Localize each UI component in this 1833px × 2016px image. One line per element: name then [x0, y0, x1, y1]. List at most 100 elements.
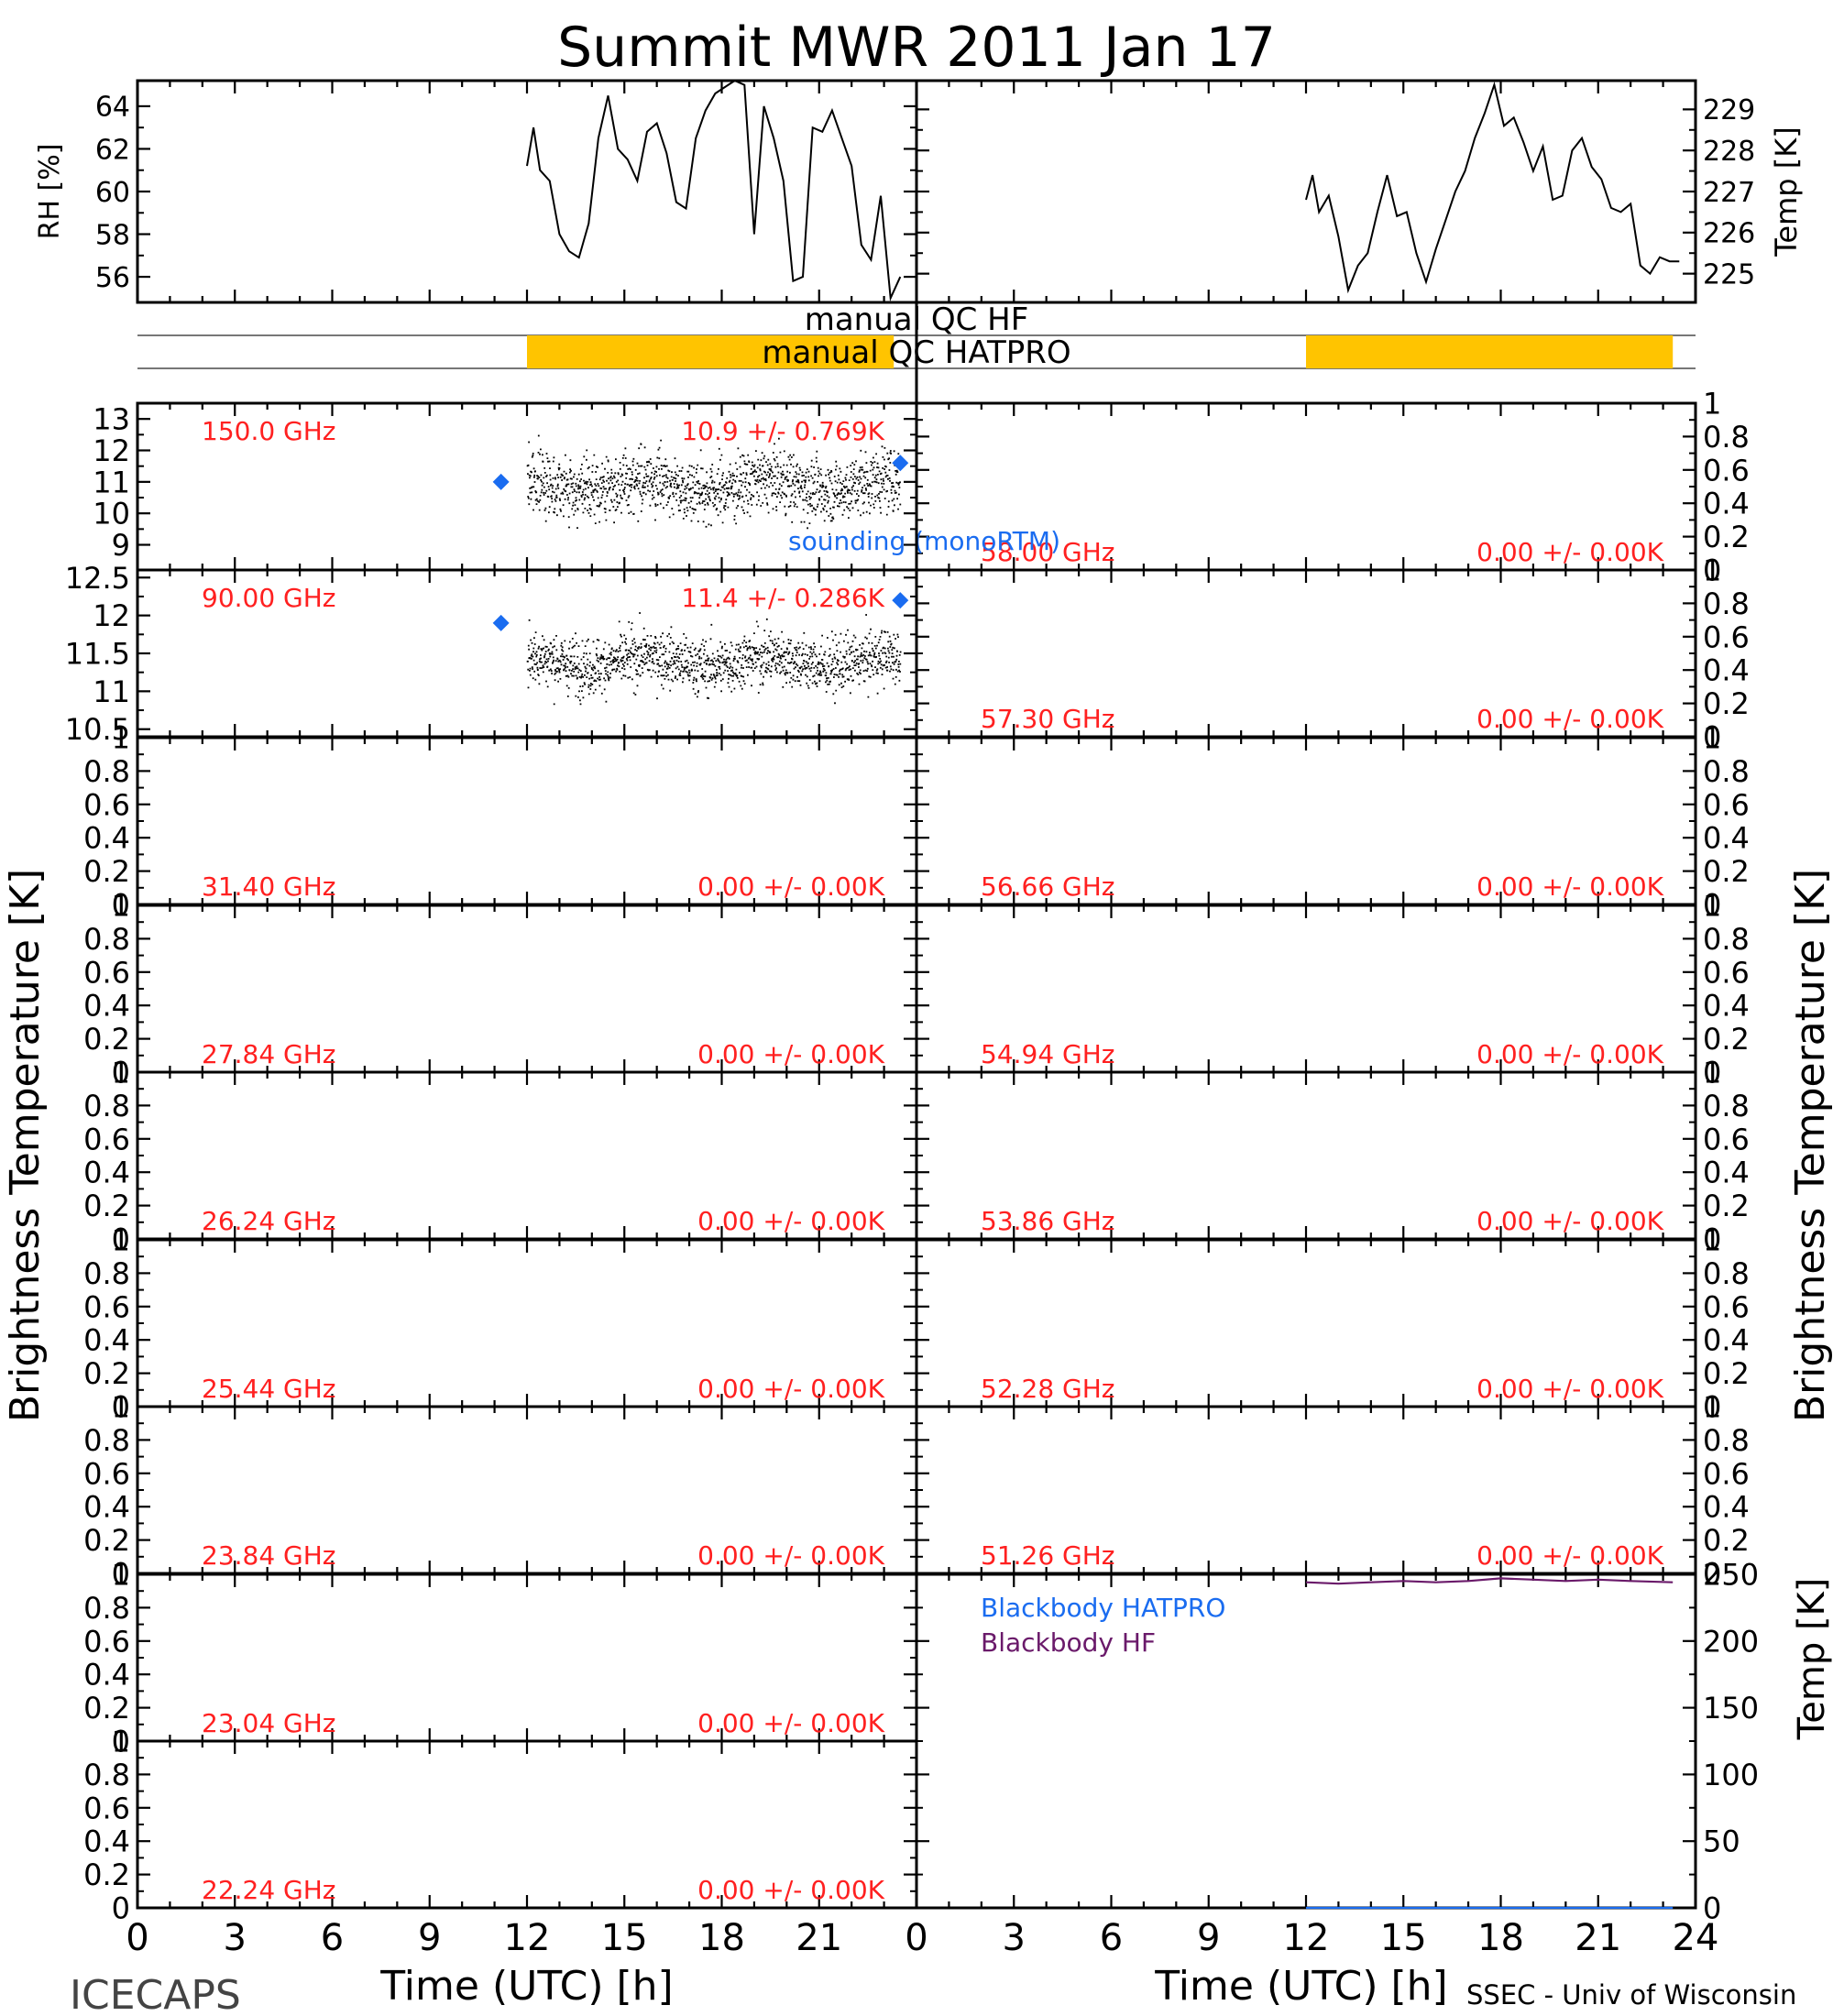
y-tick-label-tb_2784-0: 0 — [112, 1056, 130, 1090]
stat-label-tb_5666: 0.00 +/- 0.00K — [1476, 871, 1663, 902]
y-tick-label-tb_5800-1: 0.2 — [1703, 520, 1750, 554]
y-tick-label-tb_5494-4: 0.8 — [1703, 922, 1750, 957]
y-tick-label-tb_2544-4: 0.8 — [83, 1256, 130, 1291]
y-tick-label-tb_2624-0: 0 — [112, 1222, 130, 1257]
y-tick-label-tb_5228-3: 0.6 — [1703, 1289, 1750, 1324]
x-tick-label-left-3: 9 — [418, 1917, 441, 1959]
y-tick-label-tb_2304-0: 0 — [112, 1725, 130, 1759]
y-tick-label-tb_2624-1: 0.2 — [83, 1189, 130, 1223]
y-tick-label-air_temp-0: 225 — [1703, 258, 1755, 290]
x-tick-label-right-3: 9 — [1197, 1917, 1220, 1959]
sounding-marker-tb_150-1 — [892, 455, 909, 472]
data-cloud-tb_150 — [526, 434, 902, 535]
y-tick-label-tb_5666-1: 0.2 — [1703, 854, 1750, 889]
data-cloud-tb_90 — [526, 612, 902, 706]
y-tick-label-tb_5494-1: 0.2 — [1703, 1022, 1750, 1057]
stat-label-tb_5228: 0.00 +/- 0.00K — [1476, 1374, 1663, 1404]
y-tick-label-tb_2784-2: 0.4 — [83, 989, 130, 1024]
y-tick-label-tb_5800-0: 0 — [1703, 553, 1721, 588]
y-tick-label-tb_2544-2: 0.4 — [83, 1323, 130, 1358]
y-tick-label-tb_5800-5: 1 — [1703, 387, 1721, 422]
y-tick-label-tb_150-2: 11 — [93, 465, 130, 499]
y-tick-label-tb_2544-3: 0.6 — [83, 1289, 130, 1324]
y-tick-label-rh-2: 60 — [95, 177, 130, 209]
y-tick-label-tb_90-3: 12 — [93, 598, 130, 633]
air-temp-ylabel: Temp [K] — [1769, 126, 1804, 257]
y-tick-label-tb_2384-3: 0.6 — [83, 1456, 130, 1491]
y-tick-label-tb_5666-0: 0 — [1703, 888, 1721, 923]
y-tick-label-tb_2304-5: 1 — [112, 1558, 130, 1593]
y-tick-label-tb_2624-4: 0.8 — [83, 1089, 130, 1123]
x-tick-label-left-2: 6 — [321, 1917, 344, 1959]
y-tick-label-tb_5386-2: 0.4 — [1703, 1156, 1750, 1190]
y-tick-label-blackbody-1: 50 — [1703, 1824, 1740, 1859]
y-tick-label-air_temp-1: 226 — [1703, 218, 1755, 250]
x-tick-label-left-7: 21 — [796, 1917, 842, 1959]
freq-label-tb_5800: 58.00 GHz — [981, 537, 1115, 567]
y-tick-label-tb_5730-2: 0.4 — [1703, 653, 1750, 688]
y-tick-label-blackbody-2: 100 — [1703, 1758, 1759, 1792]
y-tick-label-tb_2304-3: 0.6 — [83, 1624, 130, 1659]
y-tick-label-tb_5126-5: 1 — [1703, 1390, 1721, 1425]
y-tick-label-tb_5666-2: 0.4 — [1703, 821, 1750, 856]
y-tick-label-tb_5126-4: 0.8 — [1703, 1423, 1750, 1458]
y-tick-label-tb_5126-1: 0.2 — [1703, 1523, 1750, 1558]
y-tick-label-tb_5228-0: 0 — [1703, 1390, 1721, 1425]
y-tick-label-tb_2784-5: 1 — [112, 889, 130, 924]
y-tick-label-tb_3140-0: 0 — [112, 888, 130, 923]
x-tick-label-right-0: 0 — [905, 1917, 927, 1959]
y-tick-label-tb_2224-3: 0.6 — [83, 1791, 130, 1825]
y-tick-label-tb_5666-3: 0.6 — [1703, 787, 1750, 822]
y-tick-label-tb_5126-0: 0 — [1703, 1557, 1721, 1592]
y-tick-label-rh-3: 62 — [95, 134, 130, 166]
stat-label-tb_2624: 0.00 +/- 0.00K — [697, 1206, 884, 1236]
y-tick-label-tb_2544-5: 1 — [112, 1223, 130, 1258]
y-tick-label-tb_2544-1: 0.2 — [83, 1356, 130, 1391]
x-axis-title-right: Time (UTC) [h] — [1154, 1963, 1447, 2010]
y-tick-label-tb_2784-3: 0.6 — [83, 955, 130, 990]
sounding-marker-tb_90-1 — [892, 592, 909, 609]
sounding-label: sounding (monoRTM) — [788, 526, 1060, 556]
x-tick-label-left-4: 12 — [504, 1917, 551, 1959]
air-temp-series-line — [1305, 81, 1680, 294]
stat-label-tb_90: 11.4 +/- 0.286K — [681, 583, 884, 613]
stat-label-tb_2304: 0.00 +/- 0.00K — [697, 1708, 884, 1738]
y-tick-label-tb_2304-1: 0.2 — [83, 1691, 130, 1726]
y-tick-label-tb_90-4: 12.5 — [65, 561, 130, 596]
blackbody-legend-0: Blackbody HATPRO — [981, 1593, 1225, 1623]
freq-label-tb_2544: 25.44 GHz — [202, 1374, 336, 1404]
y-tick-label-tb_2224-0: 0 — [112, 1891, 130, 1926]
freq-label-tb_5494: 54.94 GHz — [981, 1039, 1115, 1069]
y-tick-label-tb_2624-3: 0.6 — [83, 1122, 130, 1156]
y-tick-label-tb_2784-4: 0.8 — [83, 922, 130, 957]
y-tick-label-tb_5386-1: 0.2 — [1703, 1189, 1750, 1223]
stat-label-tb_2784: 0.00 +/- 0.00K — [697, 1039, 884, 1069]
y-tick-label-tb_2224-1: 0.2 — [83, 1857, 130, 1892]
y-tick-label-tb_150-1: 10 — [93, 497, 130, 531]
y-tick-label-tb_90-1: 11 — [93, 674, 130, 709]
y-tick-label-tb_5386-3: 0.6 — [1703, 1122, 1750, 1156]
freq-label-tb_2384: 23.84 GHz — [202, 1540, 336, 1571]
x-tick-label-left-0: 0 — [126, 1917, 148, 1959]
stat-label-tb_2224: 0.00 +/- 0.00K — [697, 1875, 884, 1905]
stat-label-tb_5386: 0.00 +/- 0.00K — [1476, 1206, 1663, 1236]
rh-series-line — [526, 79, 902, 302]
y-tick-label-tb_5494-2: 0.4 — [1703, 989, 1750, 1024]
freq-label-tb_5666: 56.66 GHz — [981, 871, 1115, 902]
y-tick-label-tb_150-0: 9 — [112, 528, 130, 563]
y-tick-label-tb_5666-5: 1 — [1703, 721, 1721, 756]
y-tick-label-tb_3140-4: 0.8 — [83, 754, 130, 789]
y-tick-label-tb_3140-5: 1 — [112, 721, 130, 756]
y-tick-label-tb_5386-4: 0.8 — [1703, 1089, 1750, 1123]
qc-flag-right — [1306, 335, 1674, 368]
blackbody-series-line-1 — [1305, 1577, 1674, 1585]
y-tick-label-tb_90-2: 11.5 — [65, 637, 130, 672]
x-tick-label-right-1: 3 — [1003, 1917, 1026, 1959]
stat-label-tb_5126: 0.00 +/- 0.00K — [1476, 1540, 1663, 1571]
y-tick-label-tb_5800-4: 0.8 — [1703, 420, 1750, 455]
y-tick-label-tb_2624-5: 1 — [112, 1056, 130, 1090]
air-temp-panel-frame — [915, 79, 1697, 304]
y-tick-label-tb_3140-3: 0.6 — [83, 787, 130, 822]
y-tick-label-tb_5800-3: 0.6 — [1703, 453, 1750, 488]
